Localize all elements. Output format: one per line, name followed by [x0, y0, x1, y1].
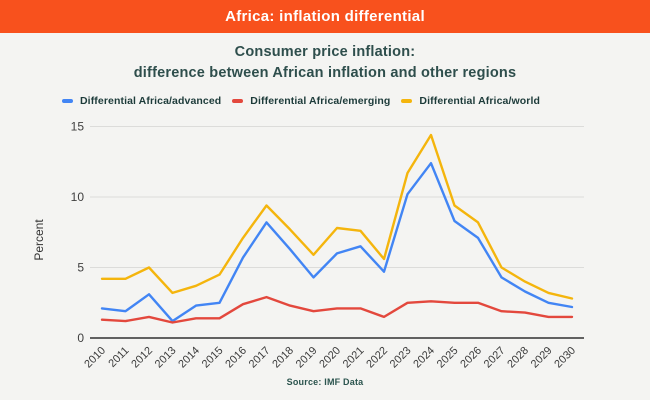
- series-line-3: [100, 133, 574, 300]
- x-tick-label-2017: 2017: [247, 345, 273, 371]
- series-line-1: [100, 161, 574, 323]
- legend-label: Differential Africa/advanced: [80, 95, 222, 107]
- x-tick-label-2024: 2024: [411, 345, 437, 371]
- x-tick-label-2029: 2029: [529, 345, 555, 371]
- x-tick-label-2028: 2028: [505, 345, 531, 371]
- chart-title: Consumer price inflation: difference bet…: [0, 42, 650, 84]
- x-tick-label-2025: 2025: [435, 345, 461, 371]
- header-title: Africa: inflation differential: [225, 8, 425, 25]
- legend: Differential Africa/advanced Differential…: [62, 95, 540, 107]
- x-tick-label-2027: 2027: [482, 345, 508, 371]
- x-tick-label-2023: 2023: [388, 345, 414, 371]
- chart-title-line2: difference between African inflation and…: [133, 65, 517, 81]
- y-tick-label-5: 5: [77, 261, 84, 275]
- x-tick-label-2021: 2021: [341, 345, 367, 371]
- x-tick-label-2015: 2015: [200, 345, 226, 371]
- x-tick-label-2014: 2014: [176, 345, 202, 371]
- x-tick-label-2016: 2016: [223, 345, 249, 371]
- legend-swatch-icon: [401, 99, 413, 103]
- series-line-2: [100, 295, 574, 324]
- x-tick-label-2019: 2019: [294, 345, 320, 371]
- legend-swatch-icon: [62, 99, 73, 103]
- x-tick-label-2011: 2011: [106, 345, 131, 370]
- legend-swatch-icon: [232, 99, 244, 103]
- x-tick-label-2013: 2013: [153, 345, 179, 371]
- y-axis-title: Percent: [32, 219, 46, 261]
- x-tick-label-2022: 2022: [364, 345, 390, 371]
- x-tick-label-2020: 2020: [317, 345, 343, 371]
- x-tick-label-2012: 2012: [129, 345, 155, 371]
- x-tick-label-2018: 2018: [270, 345, 296, 371]
- header-bar: Africa: inflation differential: [0, 0, 650, 33]
- legend-item-3: Differential Africa/world: [401, 95, 540, 107]
- y-tick-label-0: 0: [77, 331, 84, 345]
- y-tick-label-15: 15: [71, 120, 85, 134]
- x-tick-label-2030: 2030: [552, 345, 578, 371]
- chart-title-line1: Consumer price inflation:: [234, 44, 416, 60]
- legend-item-2: Differential Africa/emerging: [232, 95, 390, 107]
- x-tick-label-2010: 2010: [82, 345, 108, 371]
- legend-label: Differential Africa/world: [419, 95, 540, 107]
- x-tick-label-2026: 2026: [458, 345, 484, 371]
- legend-item-1: Differential Africa/advanced: [62, 95, 221, 107]
- source-note: Source: IMF Data: [286, 377, 364, 387]
- legend-label: Differential Africa/emerging: [250, 95, 391, 107]
- y-tick-label-10: 10: [71, 190, 85, 204]
